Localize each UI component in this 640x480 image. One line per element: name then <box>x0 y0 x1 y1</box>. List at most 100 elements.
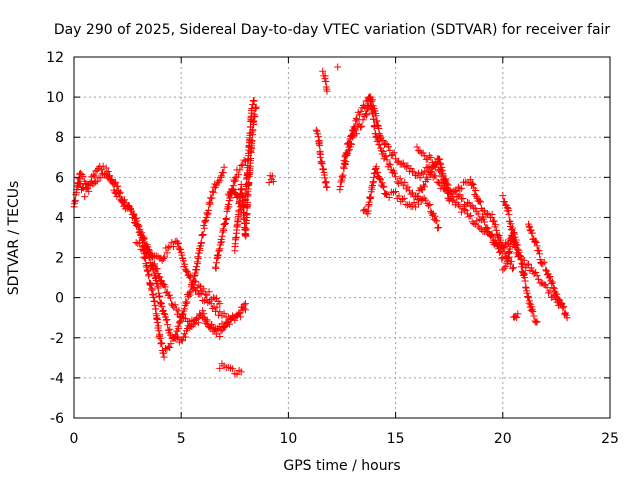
data-point <box>218 320 226 328</box>
data-point <box>499 266 507 274</box>
data-point <box>268 172 276 180</box>
data-point <box>347 132 355 140</box>
data-point <box>533 242 541 250</box>
data-point <box>251 112 259 120</box>
data-point <box>472 186 480 194</box>
data-point <box>180 305 188 313</box>
data-point <box>203 316 211 324</box>
series-track-q <box>413 143 507 263</box>
data-point <box>372 163 380 171</box>
data-point <box>206 324 214 332</box>
data-point <box>512 244 520 252</box>
data-point <box>236 166 244 174</box>
x-axis-label: GPS time / hours <box>283 458 400 474</box>
data-point <box>160 353 168 361</box>
tick-labels: 0 5 10 15 20 25 -6 -4 -2 0 2 4 6 8 10 12 <box>46 50 619 447</box>
data-point <box>527 306 535 314</box>
data-point <box>433 161 441 169</box>
data-point <box>530 312 538 320</box>
data-point <box>432 172 440 180</box>
data-point <box>510 264 518 272</box>
series-track-i <box>216 360 245 378</box>
data-point <box>371 122 379 130</box>
data-point <box>312 126 320 134</box>
data-point <box>142 244 150 252</box>
data-point <box>381 190 389 198</box>
data-point <box>205 288 213 296</box>
data-point <box>535 247 543 255</box>
data-point <box>527 226 535 234</box>
data-point <box>213 294 221 302</box>
data-point <box>481 218 489 226</box>
data-point <box>376 175 384 183</box>
data-point <box>532 238 540 246</box>
data-points <box>70 63 571 378</box>
data-point <box>410 198 418 206</box>
series-track-k <box>312 126 331 191</box>
data-point <box>176 318 184 326</box>
data-point <box>230 189 238 197</box>
data-point <box>220 309 228 317</box>
data-point <box>390 149 398 157</box>
data-point <box>413 143 421 151</box>
data-point <box>157 339 165 347</box>
data-point <box>97 166 105 174</box>
series-track-t <box>499 231 520 274</box>
data-point <box>431 212 439 220</box>
data-point <box>220 226 228 234</box>
data-point <box>384 143 392 151</box>
data-point <box>209 305 217 313</box>
data-point <box>470 204 478 212</box>
data-point <box>237 162 245 170</box>
y-tick-label: 12 <box>46 50 64 66</box>
data-point <box>363 111 371 119</box>
data-point <box>207 300 215 308</box>
data-point <box>140 242 148 250</box>
data-point <box>317 150 325 158</box>
data-point <box>477 198 485 206</box>
data-point <box>514 310 522 318</box>
data-point <box>427 153 435 161</box>
data-point <box>176 245 184 253</box>
data-point <box>536 256 544 264</box>
data-point <box>175 244 183 252</box>
data-point <box>154 316 162 324</box>
data-point <box>177 314 185 322</box>
data-point <box>439 169 447 177</box>
data-point <box>416 174 424 182</box>
data-point <box>244 198 252 206</box>
data-point <box>178 251 186 259</box>
data-point <box>490 217 498 225</box>
data-point <box>502 262 510 270</box>
data-point <box>396 175 404 183</box>
data-point <box>179 310 187 318</box>
data-point <box>215 178 223 186</box>
data-point <box>209 189 217 197</box>
data-point <box>531 238 539 246</box>
data-point <box>154 253 162 261</box>
data-point <box>421 167 429 175</box>
y-tick-label: 2 <box>55 251 64 267</box>
data-point <box>528 229 536 237</box>
data-point <box>498 255 506 263</box>
data-point <box>487 231 495 239</box>
data-point <box>216 364 224 372</box>
data-point <box>501 198 509 206</box>
data-point <box>234 171 242 179</box>
data-point <box>179 257 187 265</box>
x-tick-label: 15 <box>387 431 405 447</box>
data-point <box>357 108 365 116</box>
data-point <box>563 314 571 322</box>
data-point <box>183 268 191 276</box>
data-point <box>488 233 496 241</box>
data-point <box>91 172 99 180</box>
y-tick-label: -2 <box>50 331 64 347</box>
data-point <box>181 260 189 268</box>
data-point <box>192 277 200 285</box>
data-point <box>85 187 93 195</box>
data-point <box>507 231 515 239</box>
data-point <box>186 291 194 299</box>
data-point <box>561 310 569 318</box>
data-point <box>126 203 134 211</box>
data-point <box>194 290 202 298</box>
